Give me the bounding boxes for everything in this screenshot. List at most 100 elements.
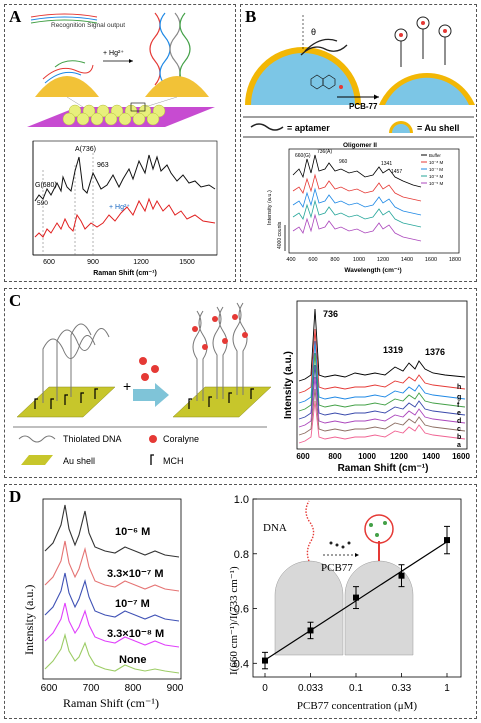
panel-d-ytick-1: 0.6 <box>234 604 249 616</box>
panel-a-black-trace <box>34 154 216 202</box>
panel-c-legend-coralyne: Coralyne <box>163 434 199 444</box>
panel-b-label: B <box>245 7 257 26</box>
panel-c-ssdna <box>42 323 110 403</box>
panel-c-trace-c <box>298 376 466 428</box>
panel-a-peak-590: 590 <box>37 200 48 207</box>
panel-c-peak-1319: 1319 <box>383 345 403 355</box>
panel-d-trace-1 <box>44 540 180 592</box>
panel-c-trace-a <box>298 400 466 444</box>
panel-b-trace-3 <box>292 199 422 228</box>
panel-b-trace-2 <box>292 187 422 216</box>
panel-b-peak-660: 660(G) <box>295 153 311 159</box>
panel-b-figure: θ PCB-77 = aptamer = Au she <box>243 15 475 274</box>
panel-a-xlabel: Raman Shift (cm⁻¹) <box>93 270 157 277</box>
panel-c-coralyne-drops <box>139 357 159 381</box>
panel-c-xtick-2: 1000 <box>358 452 376 461</box>
panel-b-peak-1457: 1457 <box>391 169 402 175</box>
panel-a-xtick-600: 600 <box>43 259 55 266</box>
panel-b-xtick-1: 600 <box>308 257 317 263</box>
panel-d-left-xlabel: Raman Shift (cm⁻¹) <box>63 696 159 710</box>
panel-a-peak-a: A(736) <box>75 146 96 153</box>
panel-a-label: A <box>9 7 22 26</box>
panel-d-conc-2: 10⁻⁷ M <box>115 598 150 610</box>
panel-b-legend-2: 10⁻⁷ M <box>429 167 443 172</box>
panel-c-xtick-5: 1600 <box>452 452 470 461</box>
panel-b-trace-1 <box>292 173 422 202</box>
panel-d-point-3 <box>398 572 405 579</box>
panel-c-trace-label-f: f <box>457 402 460 409</box>
panel-d-xtick-3: 0.33 <box>392 683 412 694</box>
panel-b-peak-1341: 1341 <box>381 161 392 167</box>
panel-d-left-plot: 10⁻⁶ M 3.3×10⁻⁷ M 10⁻⁷ M 3.3×10⁻⁸ M None… <box>22 498 184 710</box>
panel-d-point-4 <box>444 537 450 544</box>
panel-c-trace-label-d: d <box>457 418 461 425</box>
panel-b-aushell-legend: = Au shell <box>417 123 459 133</box>
panel-c-figure: + Thiolated DNA Coralyne Au shell MC <box>13 300 470 474</box>
panel-c-trace-h <box>298 308 466 382</box>
panel-c-trace-e <box>298 352 466 412</box>
panel-b-xtick-2: 800 <box>330 257 339 263</box>
panel-d-trace-0 <box>44 504 180 558</box>
panel-c-trace-label-g: g <box>457 394 461 401</box>
panel-b-peak-736: 736(A) <box>317 149 332 155</box>
panel-b-legend-0: Buffer <box>429 153 441 158</box>
panel-c-peak-1376: 1376 <box>425 347 445 357</box>
panel-c-au-plate-right <box>172 386 272 418</box>
panel-c-trace-f <box>298 340 466 404</box>
panel-d-conc-3: 3.3×10⁻⁸ M <box>107 628 164 640</box>
panel-d: D 10⁻⁶ M 3.3×10⁻⁷ M 10⁻⁷ M 3.3×10⁻⁸ M No… <box>4 484 477 719</box>
panel-c-trace-label-c: c <box>457 426 461 433</box>
panel-c-trace-label-a: a <box>457 442 461 449</box>
panel-c-legend-au: Au shell <box>63 456 95 466</box>
panel-b-xtick-6: 1600 <box>425 257 437 263</box>
panel-d-conc-4: None <box>119 654 147 666</box>
panel-b-hairpins <box>394 16 452 67</box>
panel-b-xlabel: Wavelength (cm⁻¹) <box>344 267 401 274</box>
panel-d-right-plot: DNA PCB77 0.4 0.6 0.8 1.0 0 0.033 0.1 0.33 1 I(6… <box>228 494 462 712</box>
panel-d-conc-1: 3.3×10⁻⁷ M <box>107 568 164 580</box>
panel-d-xtick-2: 0.1 <box>349 683 363 694</box>
panel-a-hg-top: + Hg²⁺ <box>103 50 124 57</box>
panel-b-xtick-7: 1800 <box>449 257 461 263</box>
panel-d-dna-strand <box>305 500 315 562</box>
panel-b-xtick-0: 400 <box>286 257 295 263</box>
panel-d-left-xtick-0: 600 <box>41 683 58 694</box>
panel-d-pcb-inset: PCB77 <box>321 562 353 574</box>
panel-d-dna: DNA <box>263 522 287 534</box>
panel-d-point-0 <box>262 657 268 664</box>
panel-c-xtick-3: 1200 <box>390 452 408 461</box>
panel-b-spectrum-plot: Oligomer II Buffer 10⁻⁸ M 10⁻⁷ M 10⁻⁶ M … <box>267 142 461 274</box>
panel-d-inset: DNA PCB77 <box>263 500 414 656</box>
panel-c-trace-d <box>298 364 466 420</box>
panel-b-legend: Buffer 10⁻⁸ M 10⁻⁷ M 10⁻⁶ M 10⁻⁵ M <box>421 153 444 186</box>
panel-b-scalebar: 4000 counts <box>277 221 283 249</box>
panel-d-right-xlabel: PCB77 concentration (μM) <box>297 700 417 712</box>
panel-c-trace-label-e: e <box>457 410 461 417</box>
panel-b-legend-3: 10⁻⁶ M <box>429 174 443 179</box>
panel-d-ytick-3: 1.0 <box>234 494 249 506</box>
panel-b-aptamer-legend: = aptamer <box>287 123 330 133</box>
panel-a-figure: Recognition Signal output + Hg²⁺ <box>27 12 218 277</box>
panel-c-xtick-0: 600 <box>296 452 310 461</box>
panel-a: A Recognition Signal output + Hg²⁺ <box>4 4 236 282</box>
panel-a-helix-right <box>149 12 191 86</box>
panel-c-peak-736: 736 <box>323 309 338 319</box>
panel-a-au-dome-left <box>35 76 99 97</box>
panel-b-pcb: PCB-77 <box>349 102 378 111</box>
panel-b-chart-title: Oligomer II <box>343 142 377 149</box>
panel-d-label: D <box>9 487 22 506</box>
panel-b-aptamer-left <box>300 38 348 56</box>
panel-b-molecule <box>310 74 336 90</box>
panel-a-recognition-text: Recognition Signal output <box>51 22 125 29</box>
panel-c-xlabel: Raman Shift (cm⁻¹) <box>338 463 429 474</box>
panel-d-left-xtick-3: 900 <box>167 683 184 694</box>
panel-b-legend-4: 10⁻⁵ M <box>429 181 443 186</box>
panel-d-figure: 10⁻⁶ M 3.3×10⁻⁷ M 10⁻⁷ M 3.3×10⁻⁸ M None… <box>22 494 462 712</box>
panel-d-trace-2 <box>44 572 180 622</box>
panel-c-trace-b <box>298 388 466 436</box>
panel-c-arrow <box>133 383 169 407</box>
panel-d-left-ylabel: Intensity (a.u.) <box>22 585 36 655</box>
panel-c: C + <box>4 288 477 478</box>
panel-b-legend-1: 10⁻⁸ M <box>429 160 444 165</box>
panel-c-mch-right <box>188 388 254 409</box>
